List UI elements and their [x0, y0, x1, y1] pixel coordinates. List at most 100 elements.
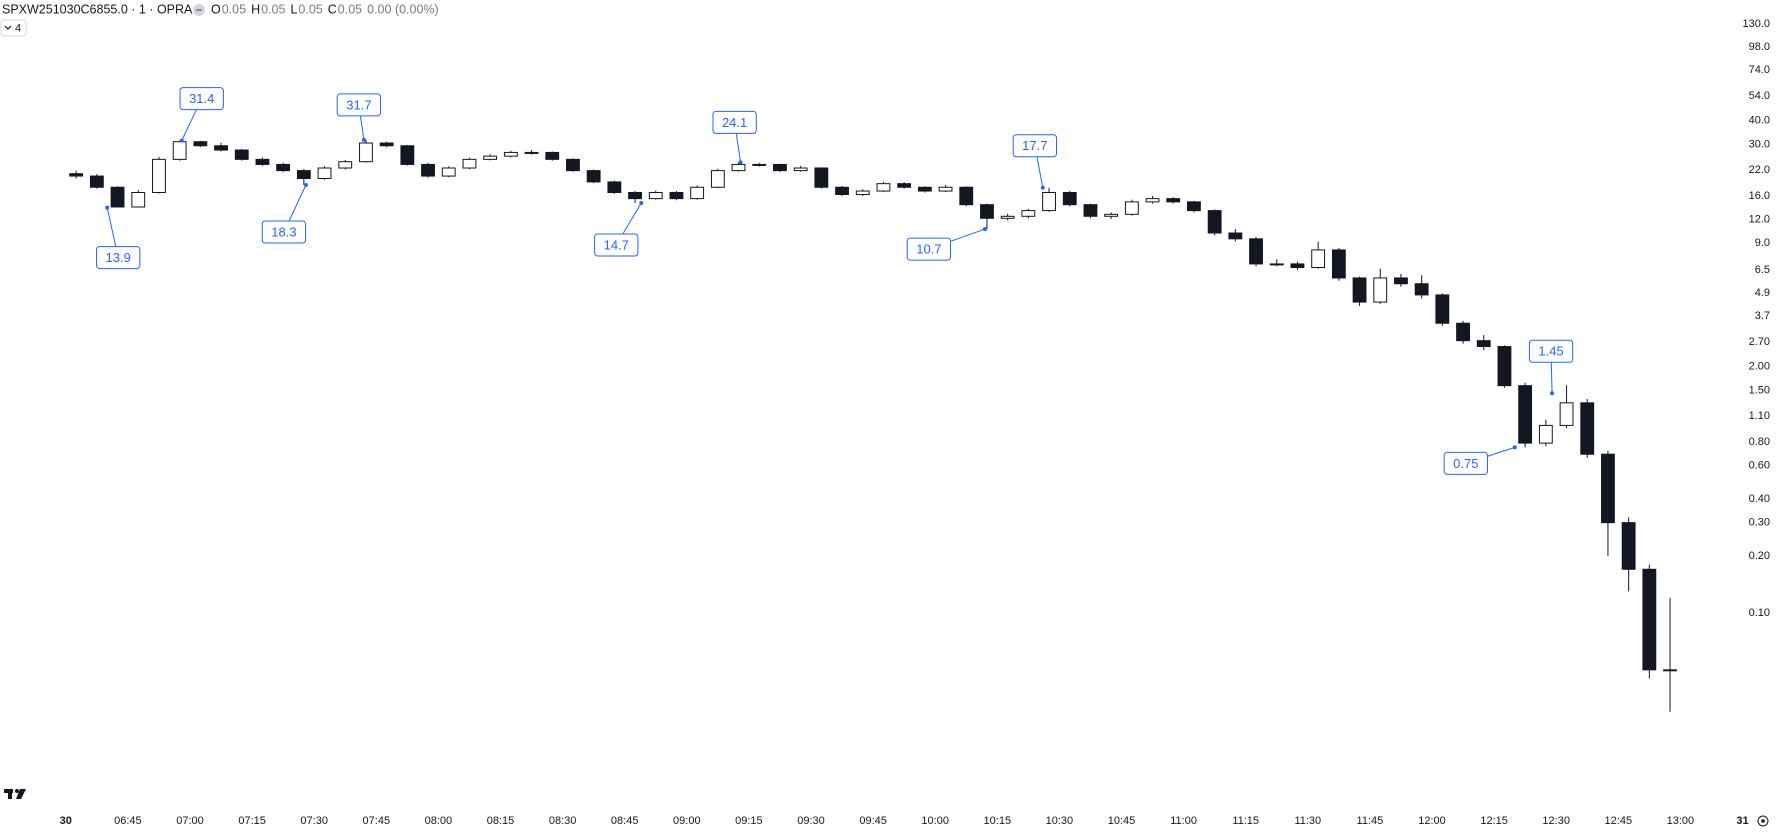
- candle-body: [193, 141, 208, 147]
- x-tick-label: 08:45: [611, 815, 639, 827]
- candle-body: [1435, 294, 1450, 324]
- y-tick-label: 1.50: [1749, 384, 1770, 396]
- x-tick-label: 08:00: [425, 815, 453, 827]
- candle-body: [1642, 568, 1657, 671]
- candle-body: [152, 158, 166, 193]
- candle-body: [773, 163, 787, 172]
- y-tick-label: 0.30: [1749, 517, 1770, 529]
- annotation-point: [105, 205, 110, 210]
- y-tick-label: 40.0: [1749, 115, 1770, 127]
- x-tick-label: 09:15: [735, 815, 763, 827]
- annotation: 14.7: [594, 233, 639, 257]
- candle-body: [172, 141, 187, 160]
- candle-body: [1145, 198, 1160, 203]
- candle-body: [669, 191, 684, 200]
- candle-body: [1373, 277, 1388, 303]
- candle-body: [214, 145, 228, 151]
- candle-body: [710, 170, 725, 188]
- annotation-label: 24.1: [722, 115, 747, 130]
- x-tick-label: 11:00: [1170, 815, 1197, 827]
- candle-body: [276, 163, 291, 172]
- x-tick-label: 07:15: [238, 815, 266, 827]
- y-tick-label: 6.5: [1755, 264, 1770, 276]
- x-tick-label: 10:30: [1046, 815, 1074, 827]
- candle-body: [1062, 191, 1077, 206]
- y-tick-label: 0.40: [1749, 493, 1770, 505]
- ohlc-value: 0.05: [298, 2, 322, 16]
- x-tick-label: 12:30: [1542, 815, 1570, 827]
- candle-body: [690, 186, 705, 200]
- annotation-label: 1.45: [1538, 344, 1563, 359]
- ohlc-label: O: [211, 2, 221, 16]
- symbol[interactable]: SPXW251030C6855.0 · 1 · OPRA: [2, 2, 193, 16]
- candle-body: [421, 163, 435, 177]
- candle-body: [1000, 215, 1015, 219]
- candle-body: [1124, 201, 1139, 215]
- annotation-label: 18.3: [271, 224, 296, 239]
- annotation-point: [1512, 445, 1517, 450]
- candle-body: [1042, 191, 1056, 212]
- candle-body: [1601, 453, 1615, 524]
- candle-body: [255, 158, 270, 165]
- candle-body: [1497, 346, 1512, 387]
- y-tick-label: 74.0: [1749, 64, 1770, 76]
- y-tick-label: 98.0: [1749, 41, 1770, 53]
- candle-body: [855, 190, 870, 195]
- annotation-label: 14.7: [604, 237, 629, 252]
- x-tick-label: 10:15: [984, 815, 1012, 827]
- chevron: [4, 25, 12, 30]
- candle-body: [835, 186, 849, 195]
- candle-body: [1187, 201, 1201, 212]
- annotation-label: 0.75: [1453, 456, 1478, 471]
- candle-body: [1352, 277, 1367, 303]
- y-tick-label: 30.0: [1749, 138, 1770, 150]
- ohlc-label: C: [328, 2, 337, 16]
- x-tick-label: 11:45: [1357, 815, 1384, 827]
- candle-body: [1394, 277, 1408, 285]
- annotation: 31.7: [336, 93, 382, 117]
- candle-body: [1414, 283, 1429, 296]
- candle-body: [1518, 385, 1533, 444]
- annotation: 31.4: [179, 87, 224, 111]
- y-tick-label: 54.0: [1749, 90, 1770, 102]
- settings-icon-dot: [1761, 819, 1765, 823]
- candle-body: [793, 167, 808, 172]
- y-tick-label: 130.0: [1742, 18, 1770, 30]
- candle-body: [338, 161, 353, 169]
- candle-body: [1207, 210, 1222, 234]
- candle-body: [1331, 249, 1346, 279]
- x-tick-label: 12:15: [1480, 815, 1508, 827]
- annotation: 1.45: [1528, 339, 1574, 363]
- indicator-toggle[interactable]: [0, 19, 27, 37]
- change: 0.00 (0.00%): [367, 2, 439, 16]
- candle-body: [1166, 198, 1181, 203]
- candle-body: [1311, 249, 1326, 269]
- candle-body: [317, 167, 332, 180]
- candle-body: [1228, 232, 1243, 240]
- annotation: 0.75: [1443, 451, 1488, 475]
- candle-body: [876, 183, 891, 192]
- settings-icon[interactable]: [1757, 815, 1769, 827]
- y-tick-label: 0.10: [1749, 607, 1770, 619]
- ohlc-value: 0.05: [261, 2, 285, 16]
- x-tick-label: 08:30: [549, 815, 577, 827]
- x-tick-label: 12:45: [1605, 815, 1633, 827]
- annotation-box: [179, 87, 224, 111]
- candle-body: [1621, 522, 1636, 570]
- candle-body: [1559, 402, 1574, 426]
- annotation: 24.1: [712, 110, 757, 134]
- candle-body: [503, 151, 518, 157]
- candle-body: [379, 142, 394, 147]
- candle-body: [566, 158, 580, 172]
- ohlc-value: 0.05: [338, 2, 362, 16]
- annotation-box: [96, 246, 141, 270]
- annotation-point: [179, 138, 184, 143]
- annotation-label: 31.4: [189, 91, 214, 106]
- candle-body: [980, 204, 994, 219]
- candle-body: [462, 158, 477, 169]
- annotation-point: [303, 182, 308, 187]
- candle-body: [110, 186, 125, 208]
- y-tick-label: 2.00: [1749, 361, 1770, 373]
- x-tick-label: 30: [60, 815, 72, 827]
